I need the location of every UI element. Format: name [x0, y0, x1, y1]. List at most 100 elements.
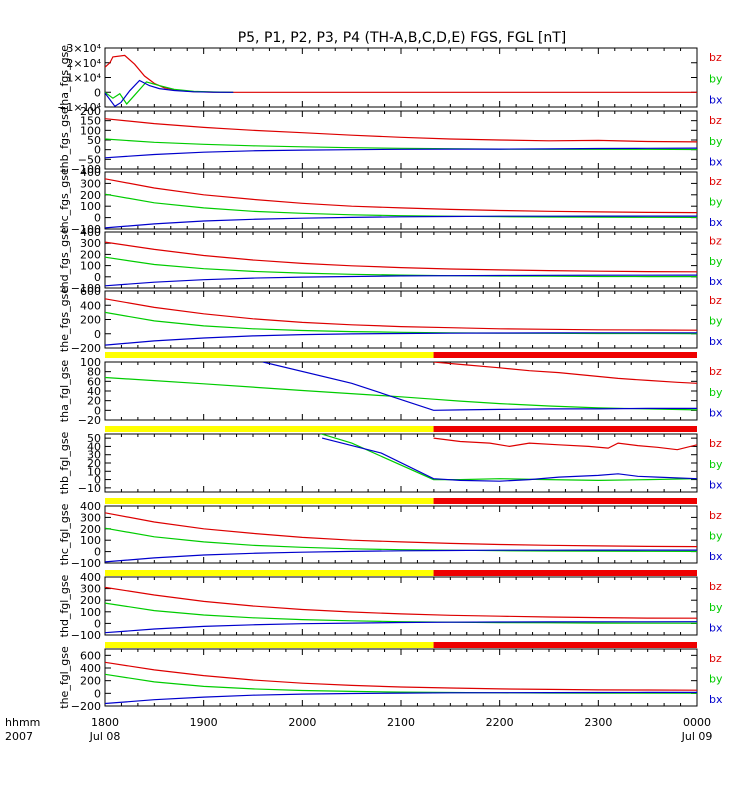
legend-bx: bx	[709, 479, 723, 492]
y-tick-label: 150	[80, 115, 101, 128]
series-line-bz	[105, 298, 697, 331]
y-tick-label: 40	[87, 440, 101, 453]
status-bar-yellow	[105, 498, 434, 504]
legend-by: by	[709, 672, 723, 685]
legend-bx: bx	[709, 156, 723, 169]
series-line-bx	[105, 621, 697, 634]
status-bar-yellow	[105, 426, 434, 432]
y-axis-label: thc_fgl_gse	[58, 503, 71, 565]
legend-bx: bx	[709, 335, 723, 348]
series-line-by	[105, 602, 697, 624]
y-tick-label: 1×10⁴	[66, 72, 101, 85]
legend-by: by	[709, 195, 723, 208]
y-axis-label: thb_fgl_gse	[58, 431, 71, 494]
series-line-bx	[105, 691, 697, 705]
legend-bz: bz	[709, 509, 722, 522]
series-line-bx	[105, 79, 234, 107]
y-tick-label: −10	[78, 482, 101, 495]
legend-by: by	[709, 386, 723, 399]
y-tick-label: 200	[80, 105, 101, 118]
series-line-by	[105, 193, 697, 218]
series-line-by	[105, 311, 697, 335]
legend-bz: bz	[709, 51, 722, 64]
y-tick-label: −200	[71, 342, 101, 355]
y-axis-label: tha_fgs_gse	[58, 45, 71, 110]
series-line-by	[105, 138, 697, 151]
y-tick-label: −100	[71, 163, 101, 176]
x-tick-date-label: Jul 09	[681, 730, 713, 743]
y-tick-label: 0	[94, 404, 101, 417]
y-tick-label: 30	[87, 449, 101, 462]
series-line-bz	[105, 178, 697, 214]
y-tick-label: 100	[80, 260, 101, 273]
y-tick-label: 400	[80, 299, 101, 312]
legend-bx: bx	[709, 693, 723, 706]
legend-bz: bz	[709, 114, 722, 127]
legend-by: by	[709, 601, 723, 614]
y-tick-label: 0	[94, 271, 101, 284]
x-tick-label: 2200	[486, 716, 514, 729]
series-line-bx	[105, 147, 697, 159]
y-tick-label: 0	[94, 212, 101, 225]
y-tick-label: 400	[80, 571, 101, 584]
legend-bz: bz	[709, 437, 722, 450]
y-tick-label: 600	[80, 649, 101, 662]
y-tick-label: −100	[71, 223, 101, 236]
series-line-bz	[105, 54, 697, 93]
series-line-bx	[262, 362, 697, 411]
legend-bx: bx	[709, 216, 723, 229]
y-tick-label: 0	[94, 687, 101, 700]
series-line-by	[105, 256, 697, 278]
y-tick-label: 50	[87, 134, 101, 147]
legend-by: by	[709, 255, 723, 268]
series-line-by	[105, 376, 697, 411]
y-axis-label: the_fgs_gse	[58, 287, 71, 352]
y-tick-label: −50	[78, 153, 101, 166]
series-line-bx	[105, 332, 697, 346]
panel-frame	[104, 47, 698, 108]
legend-bx: bx	[709, 407, 723, 420]
y-tick-label: 400	[80, 226, 101, 239]
panel-frame	[104, 361, 698, 421]
panel-frame	[104, 110, 698, 170]
x-tick-label: 2100	[387, 716, 415, 729]
series-line-by	[319, 434, 697, 482]
y-axis-label: tha_fgl_gse	[58, 360, 71, 423]
panel-frame	[104, 505, 698, 564]
y-tick-label: 40	[87, 385, 101, 398]
legend-by: by	[709, 458, 723, 471]
y-axis-label: thc_fgs_gse	[58, 168, 71, 233]
y-tick-label: 100	[80, 606, 101, 619]
y-tick-label: 20	[87, 457, 101, 470]
x-row-label-hhmm: hhmm	[5, 716, 40, 729]
y-tick-label: 300	[80, 511, 101, 524]
x-row-label-year: 2007	[5, 730, 33, 743]
x-tick-label: 1800	[91, 716, 119, 729]
series-line-bz	[105, 512, 697, 548]
y-axis-label: the_fgl_gse	[58, 646, 71, 709]
x-tick-label: 0000	[683, 716, 711, 729]
y-tick-label: 400	[80, 166, 101, 179]
y-tick-label: 400	[80, 662, 101, 675]
x-tick-date-label: Jul 08	[89, 730, 121, 743]
y-tick-label: 10	[87, 465, 101, 478]
y-tick-label: 80	[87, 366, 101, 379]
y-tick-label: 200	[80, 314, 101, 327]
x-tick-label: 2000	[288, 716, 316, 729]
y-tick-label: 600	[80, 285, 101, 298]
legend-by: by	[709, 314, 723, 327]
series-line-bz	[105, 586, 697, 619]
y-tick-label: 0	[94, 546, 101, 559]
y-tick-label: 3×10⁴	[66, 42, 101, 55]
series-line-bx	[105, 274, 697, 287]
y-tick-label: 300	[80, 237, 101, 250]
y-tick-label: 400	[80, 500, 101, 513]
